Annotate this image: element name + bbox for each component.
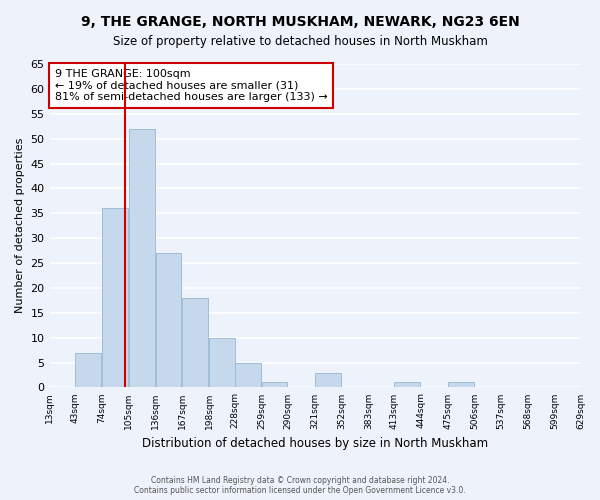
Bar — [315, 372, 341, 388]
Text: Contains HM Land Registry data © Crown copyright and database right 2024.
Contai: Contains HM Land Registry data © Crown c… — [134, 476, 466, 495]
Bar — [235, 362, 261, 388]
Text: 9, THE GRANGE, NORTH MUSKHAM, NEWARK, NG23 6EN: 9, THE GRANGE, NORTH MUSKHAM, NEWARK, NG… — [80, 15, 520, 29]
Bar — [102, 208, 128, 388]
Bar — [182, 298, 208, 388]
Bar — [76, 352, 101, 388]
Y-axis label: Number of detached properties: Number of detached properties — [15, 138, 25, 314]
Text: Size of property relative to detached houses in North Muskham: Size of property relative to detached ho… — [113, 35, 487, 48]
Bar — [262, 382, 287, 388]
Bar — [394, 382, 420, 388]
Bar — [129, 128, 155, 388]
Bar — [448, 382, 473, 388]
Bar — [155, 253, 181, 388]
Text: 9 THE GRANGE: 100sqm
← 19% of detached houses are smaller (31)
81% of semi-detac: 9 THE GRANGE: 100sqm ← 19% of detached h… — [55, 69, 328, 102]
X-axis label: Distribution of detached houses by size in North Muskham: Distribution of detached houses by size … — [142, 437, 488, 450]
Bar — [209, 338, 235, 388]
